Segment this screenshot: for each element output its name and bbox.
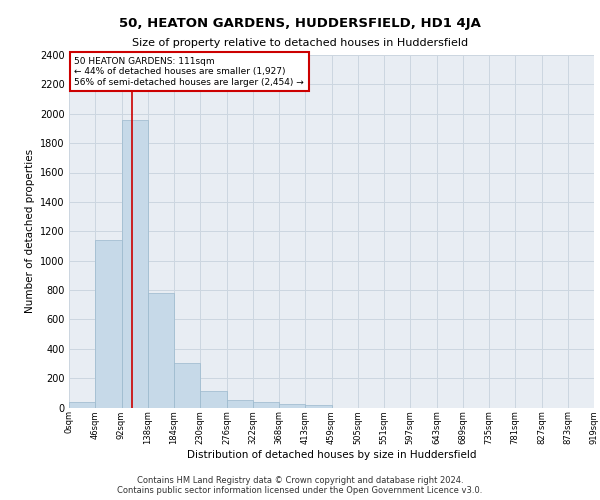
Bar (174, 362, 200, 408)
Bar (227, 400, 253, 407)
Bar (305, 404, 331, 407)
Text: 50 HEATON GARDENS: 111sqm
← 44% of detached houses are smaller (1,927)
56% of se: 50 HEATON GARDENS: 111sqm ← 44% of detac… (74, 57, 304, 86)
Bar (121, 120, 148, 408)
X-axis label: Distribution of detached houses by size in Huddersfield: Distribution of detached houses by size … (187, 450, 476, 460)
Bar (69, 402, 95, 407)
Bar (95, 240, 121, 408)
Text: Size of property relative to detached houses in Huddersfield: Size of property relative to detached ho… (132, 38, 468, 48)
Bar (148, 293, 174, 408)
Y-axis label: Number of detached properties: Number of detached properties (25, 149, 35, 314)
Text: Contains HM Land Registry data © Crown copyright and database right 2024.
Contai: Contains HM Land Registry data © Crown c… (118, 476, 482, 495)
Text: 50, HEATON GARDENS, HUDDERSFIELD, HD1 4JA: 50, HEATON GARDENS, HUDDERSFIELD, HD1 4J… (119, 18, 481, 30)
Bar (200, 392, 227, 407)
Bar (279, 404, 305, 407)
Bar (253, 402, 279, 407)
